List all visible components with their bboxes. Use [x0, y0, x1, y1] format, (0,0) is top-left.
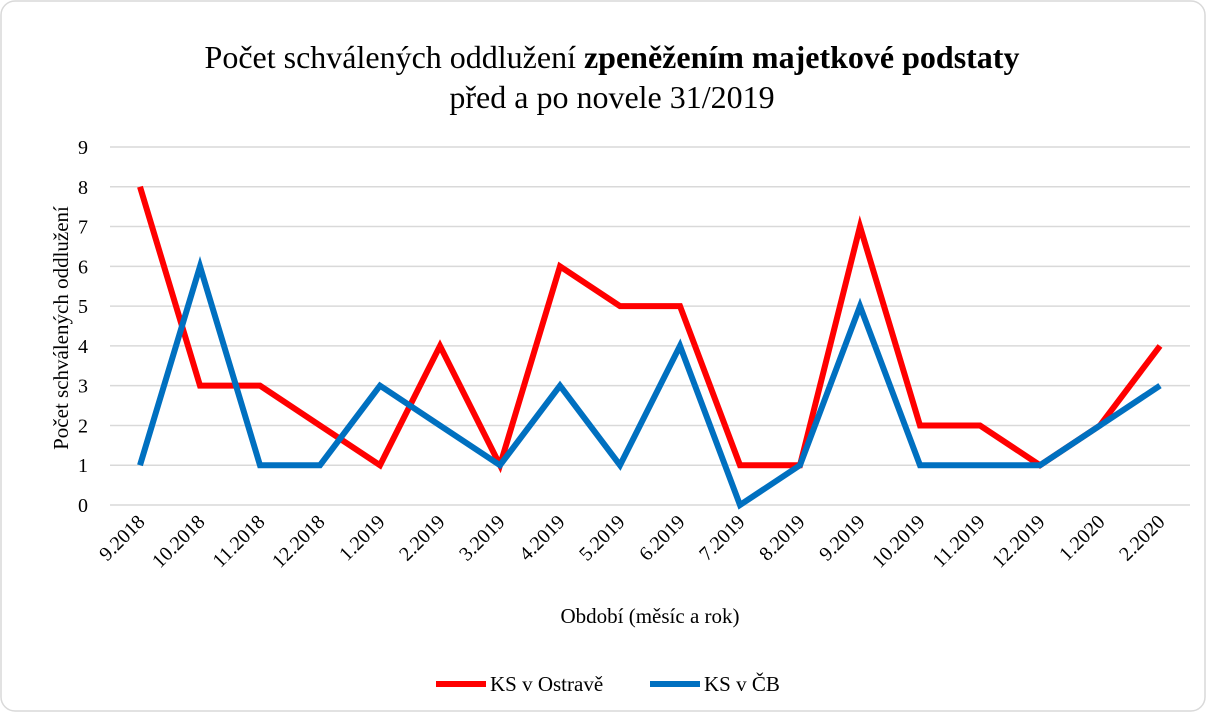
- series-line: [137, 255, 1162, 510]
- y-tick-label: 2: [78, 415, 88, 437]
- x-axis-label: Období (měsíc a rok): [560, 604, 739, 628]
- chart-subtitle: před a po novele 31/2019: [449, 79, 774, 115]
- y-tick-label: 0: [78, 495, 88, 517]
- title-part-bold: zpeněžením majetkové podstaty: [584, 39, 1019, 75]
- series-line: [137, 185, 1163, 474]
- y-tick-label: 1: [78, 455, 88, 477]
- title-part: Počet schválených oddlužení: [205, 39, 577, 75]
- legend-label: KS v Ostravě: [490, 672, 603, 696]
- y-tick-label: 7: [78, 217, 88, 239]
- legend-label: KS v ČB: [704, 672, 780, 696]
- y-tick-label: 5: [78, 296, 88, 318]
- y-axis-label: Počet schválených oddlužení: [49, 206, 73, 450]
- y-tick-label: 8: [78, 177, 88, 199]
- y-tick-label: 6: [78, 256, 88, 278]
- y-tick-label: 3: [78, 376, 88, 398]
- y-tick-label: 4: [78, 336, 88, 358]
- y-tick-label: 9: [78, 137, 88, 159]
- chart-title: Počet schválených oddlužení zpeněžením m…: [205, 39, 1020, 75]
